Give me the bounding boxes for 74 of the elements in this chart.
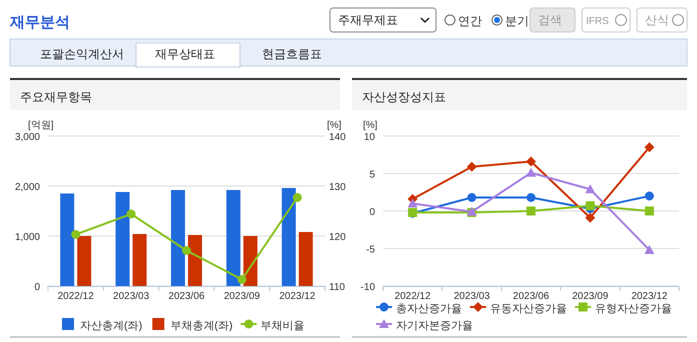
text: 포괄손익계산서 (40, 47, 124, 61)
point (526, 168, 536, 177)
y-tick-label: 2,000 (14, 182, 40, 193)
bar (77, 236, 92, 286)
y2-axis-title: [%] (327, 120, 342, 131)
bar (282, 188, 296, 286)
legend-label: 총자산증가율 (396, 303, 462, 315)
y2-tick-label: 110 (329, 282, 346, 293)
y-tick-label: 0 (369, 207, 376, 218)
bar (116, 192, 130, 286)
point (644, 142, 654, 152)
point (126, 210, 136, 218)
text: 분기 (505, 14, 529, 28)
y-axis-title: [%] (363, 120, 378, 131)
point (408, 198, 418, 208)
y-tick-label: -5 (366, 244, 376, 256)
point (182, 246, 191, 255)
legend-label: 자기자본증가율 (396, 320, 473, 332)
x-tick-label: 2023/03 (113, 291, 150, 302)
point (586, 201, 595, 210)
chart-title: 자산성장성지표 (362, 90, 446, 104)
text: 검색 (538, 13, 562, 27)
point (585, 184, 596, 194)
legend-label: 자산총계(좌) (80, 320, 142, 332)
legend-label: 부채비율 (260, 320, 305, 332)
point (526, 156, 536, 166)
text: 현금흐름표 (262, 47, 322, 61)
bar (60, 194, 74, 286)
text: 재무상태표 (155, 47, 215, 61)
point (237, 275, 246, 284)
y2-tick-label: 130 (329, 182, 346, 193)
bar (226, 190, 240, 286)
bar (171, 190, 185, 286)
point (526, 193, 536, 202)
x-tick-label: 2022/12 (394, 291, 432, 302)
y-tick-label: 0 (34, 282, 40, 293)
text: 산식 (645, 13, 669, 27)
legend-label: 부채총계(좌) (170, 320, 233, 332)
chart-title: 주요재무항목 (20, 90, 92, 104)
point (585, 212, 596, 223)
legend-label: 유형자산증가율 (595, 303, 672, 315)
text: 연간 (458, 14, 482, 28)
y2-tick-label: 140 (329, 132, 346, 143)
x-tick-label: 2023/09 (572, 291, 609, 302)
y-tick-label: -10 (360, 282, 376, 293)
text: 재무분석 (9, 14, 70, 31)
point (644, 245, 654, 254)
x-tick-label: 2023/06 (512, 291, 550, 302)
point (292, 193, 302, 202)
x-tick-label: 2023/12 (279, 291, 316, 302)
bar (243, 236, 258, 286)
point (644, 206, 654, 216)
y-tick-label: 10 (364, 132, 376, 143)
point (71, 230, 80, 239)
y-tick-label: 1,000 (14, 232, 40, 243)
text: IFRS (586, 16, 610, 27)
bar (132, 234, 147, 286)
y-tick-label: 5 (369, 170, 376, 180)
point (467, 193, 476, 202)
point (526, 206, 536, 216)
bar (188, 235, 202, 286)
y-axis-title: [억원] (28, 120, 54, 131)
x-tick-label: 2022/12 (58, 291, 94, 302)
x-tick-label: 2023/06 (168, 291, 206, 302)
y2-tick-label: 120 (329, 232, 346, 243)
bar (298, 232, 313, 286)
point (466, 162, 477, 172)
x-tick-label: 2023/09 (224, 291, 260, 302)
x-tick-label: 2023/03 (454, 291, 490, 302)
point (644, 192, 654, 200)
x-tick-label: 2023/12 (631, 291, 668, 302)
legend-label: 유동자산증가율 (490, 303, 567, 315)
text: 주재무제표 (338, 13, 398, 27)
y-tick-label: 3,000 (14, 132, 40, 143)
